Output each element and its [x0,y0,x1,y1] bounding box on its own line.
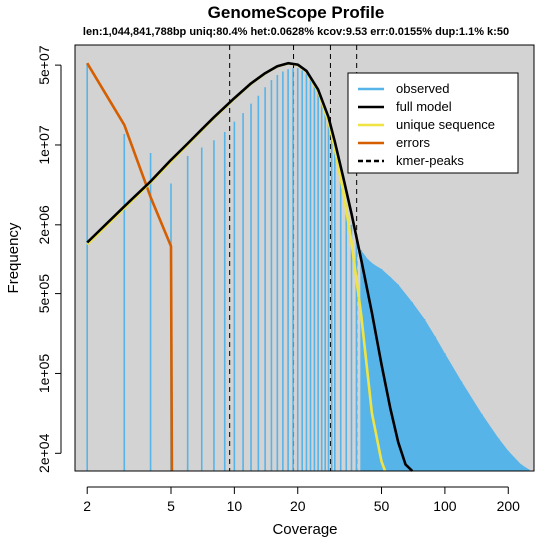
series-line-full-model [86,61,414,472]
y-tick-label: 5e+05 [36,274,52,314]
y-tick-label: 1e+05 [36,354,52,394]
model-lines [86,61,414,472]
series-line-errors [86,62,174,472]
x-axis-title: Coverage [272,521,337,538]
x-tick-label: 50 [374,498,390,514]
chart-title: GenomeScope Profile [208,3,385,22]
y-tick-label: 1e+07 [36,125,52,165]
legend-label: observed [396,81,449,96]
y-axis-title: Frequency [5,222,22,293]
chart-subtitle: len:1,044,841,788bp uniq:80.4% het:0.062… [83,26,509,38]
x-tick-label: 200 [497,498,521,514]
legend-label: full model [396,99,452,114]
plot-frame [74,44,535,472]
y-tick-label: 5e+07 [36,45,52,85]
x-tick-label: 100 [433,498,457,514]
observed-tail-area [361,250,529,471]
x-axis: 2 5 10 20 50 100 200 [83,486,521,514]
y-tick-label: 2e+06 [36,205,52,245]
x-tick-label: 10 [227,498,243,514]
x-tick-label: 5 [167,498,175,514]
x-tick-label: 20 [290,498,306,514]
legend-label: unique sequence [396,117,495,132]
y-axis: 2e+04 1e+05 5e+05 2e+06 1e+07 5e+07 [36,45,62,473]
y-tick-label: 2e+04 [36,433,52,473]
x-tick-label: 2 [83,498,91,514]
legend-label: kmer-peaks [396,153,464,168]
legend-label: errors [396,135,430,150]
legend: observed full model unique sequence errors k… [347,72,519,174]
